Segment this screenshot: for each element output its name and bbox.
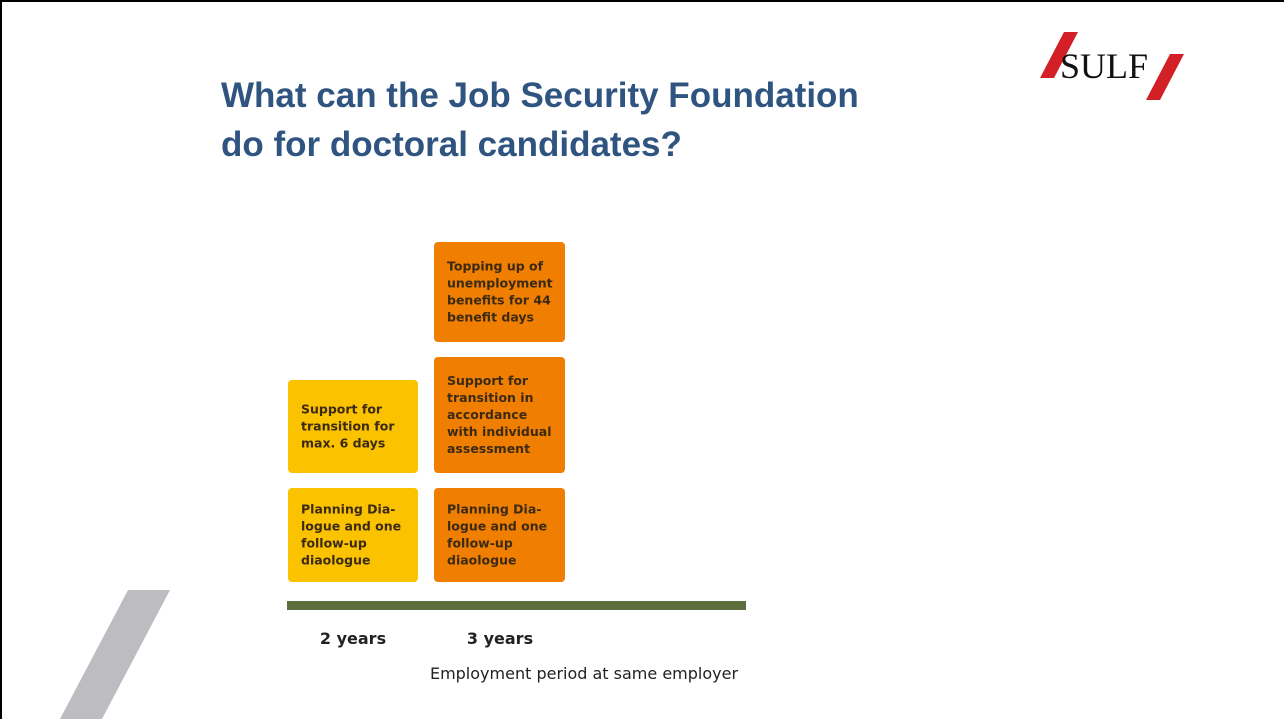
box-text: Topping up of	[447, 259, 544, 274]
title-line: What can the Job Security Foundation	[221, 76, 859, 115]
box-text: logue and one	[447, 519, 547, 534]
step-box	[288, 380, 418, 473]
box-text: unemployment	[447, 276, 553, 291]
step-box	[288, 488, 418, 582]
box-text: with individual	[447, 424, 551, 439]
column-label: 2 years	[320, 629, 386, 648]
box-text: transition in	[447, 390, 533, 405]
decor-slash	[60, 590, 170, 719]
box-text: benefits for 44	[447, 293, 551, 308]
title-line: do for doctoral candidates?	[221, 125, 682, 164]
step-box	[434, 242, 565, 342]
step-box	[434, 488, 565, 582]
box-text: Planning Dia-	[301, 502, 395, 517]
box-text: accordance	[447, 407, 527, 422]
column-label: 3 years	[467, 629, 533, 648]
box-text: Support for	[301, 402, 383, 417]
box-text: logue and one	[301, 519, 401, 534]
logo-slash	[1146, 54, 1184, 100]
box-text: transition for	[301, 419, 395, 434]
box-text: max. 6 days	[301, 436, 385, 451]
box-text: Planning Dia-	[447, 502, 541, 517]
box-text: follow-up	[301, 536, 367, 551]
box-text: Support for	[447, 373, 529, 388]
logo-slash	[1040, 32, 1078, 78]
timeline-bar	[287, 601, 746, 610]
step-box	[434, 357, 565, 473]
box-text: assessment	[447, 441, 530, 456]
box-text: follow-up	[447, 536, 513, 551]
image-edge	[748, 118, 890, 168]
caption: Employment period at same employer	[430, 664, 738, 683]
logo-text: SULF	[1060, 46, 1148, 86]
box-text: diaologue	[301, 553, 370, 568]
box-text: benefit days	[447, 310, 534, 325]
box-text: diaologue	[447, 553, 516, 568]
